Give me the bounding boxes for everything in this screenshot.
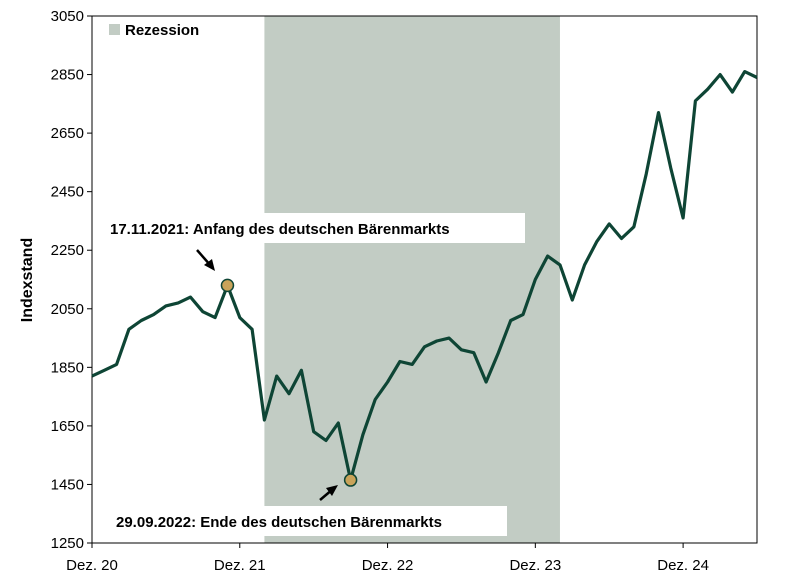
y-tick-label: 2650 — [51, 125, 84, 142]
x-tick-label: Dez. 23 — [509, 557, 561, 574]
y-axis-label: Indexstand — [19, 238, 36, 322]
x-tick-label: Dez. 22 — [362, 557, 414, 574]
y-tick-label: 1250 — [51, 535, 84, 552]
y-tick-label: 2050 — [51, 301, 84, 318]
y-tick-label: 1650 — [51, 418, 84, 435]
x-axis: Dez. 20 Dez. 21 Dez. 22 Dez. 23 Dez. 24 — [66, 543, 709, 574]
marker-bear-end — [343, 473, 358, 487]
marker-bear-start — [220, 278, 235, 293]
y-tick-label: 2850 — [51, 67, 84, 84]
x-tick-label: Dez. 21 — [214, 557, 266, 574]
x-tick-label: Dez. 24 — [657, 557, 709, 574]
y-tick-label: 2250 — [51, 242, 84, 259]
legend: Rezession — [109, 22, 199, 39]
annotation-end-text: 29.09.2022: Ende des deutschen Bärenmark… — [116, 514, 442, 531]
y-axis: 1250 1450 1650 1850 2050 2250 2450 2650 2850 3050 — [51, 8, 92, 552]
x-tick-label: Dez. 20 — [66, 557, 118, 574]
y-tick-label: 2450 — [51, 184, 84, 201]
annotation-start-text: 17.11.2021: Anfang des deutschen Bärenma… — [110, 221, 450, 238]
annotation-end-box — [105, 506, 507, 536]
annotation-start: 17.11.2021: Anfang des deutschen Bärenma… — [100, 213, 525, 293]
legend-label: Rezession — [125, 22, 199, 39]
annotation-start-arrow-head — [204, 259, 215, 271]
legend-swatch — [109, 24, 120, 35]
y-tick-label: 1850 — [51, 359, 84, 376]
annotation-end-arrow-head — [326, 485, 338, 496]
annotation-start-box — [100, 213, 525, 243]
series-line — [91, 70, 758, 482]
recession-band — [264, 16, 560, 543]
y-tick-label: 1450 — [51, 476, 84, 493]
annotation-end: 29.09.2022: Ende des deutschen Bärenmark… — [105, 473, 507, 536]
plot-frame — [91, 15, 758, 544]
y-tick-label: 3050 — [51, 8, 84, 25]
